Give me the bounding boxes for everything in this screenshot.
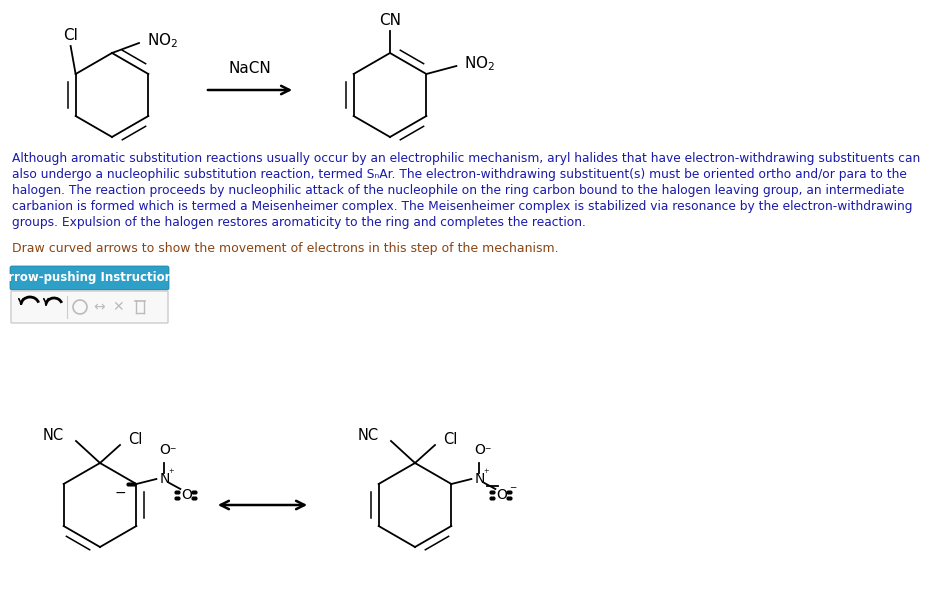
Text: Draw curved arrows to show the movement of electrons in this step of the mechani: Draw curved arrows to show the movement …: [12, 242, 559, 255]
Text: $-$: $-$: [114, 485, 126, 499]
Text: $^-$: $^-$: [483, 446, 492, 456]
Text: Cl: Cl: [443, 432, 457, 447]
Text: groups. Expulsion of the halogen restores aromaticity to the ring and completes : groups. Expulsion of the halogen restore…: [12, 216, 586, 229]
Text: also undergo a ⁠nucleophilic⁠ substitution reaction, termed SₙAr. The electron-w: also undergo a ⁠nucleophilic⁠ substituti…: [12, 168, 907, 181]
FancyBboxPatch shape: [10, 266, 169, 290]
Text: O: O: [474, 443, 485, 457]
Text: NC: NC: [358, 428, 379, 443]
Text: O: O: [496, 488, 507, 502]
Text: $^+$: $^+$: [482, 468, 491, 478]
Text: $^-$: $^-$: [509, 484, 518, 498]
Text: Cl: Cl: [64, 28, 78, 43]
Text: $^-$: $^-$: [168, 446, 177, 456]
Text: N: N: [474, 472, 485, 486]
Text: NO$_2$: NO$_2$: [464, 54, 495, 74]
Text: Arrow-pushing Instructions: Arrow-pushing Instructions: [0, 271, 180, 285]
Text: NC: NC: [43, 428, 64, 443]
Text: ✕: ✕: [112, 300, 123, 314]
Text: carbanion is formed which is termed a Meisenheimer complex. The Meisenheimer com: carbanion is formed which is termed a Me…: [12, 200, 913, 213]
Text: Although aromatic substitution reactions usually occur by an ⁠electrophilic⁠ mec: Although aromatic substitution reactions…: [12, 152, 921, 165]
Text: O: O: [181, 488, 192, 502]
Text: NO$_2$: NO$_2$: [147, 32, 178, 50]
FancyBboxPatch shape: [11, 291, 168, 323]
Text: NaCN: NaCN: [229, 61, 271, 76]
Text: CN: CN: [379, 13, 401, 28]
Text: N: N: [159, 472, 170, 486]
Text: O: O: [158, 443, 170, 457]
Text: ↔: ↔: [93, 300, 104, 314]
Text: Cl: Cl: [128, 432, 142, 447]
Text: $^+$: $^+$: [167, 468, 176, 478]
Text: halogen. The reaction proceeds by nucleophilic attack of the nucleophile on the : halogen. The reaction proceeds by nucleo…: [12, 184, 904, 197]
